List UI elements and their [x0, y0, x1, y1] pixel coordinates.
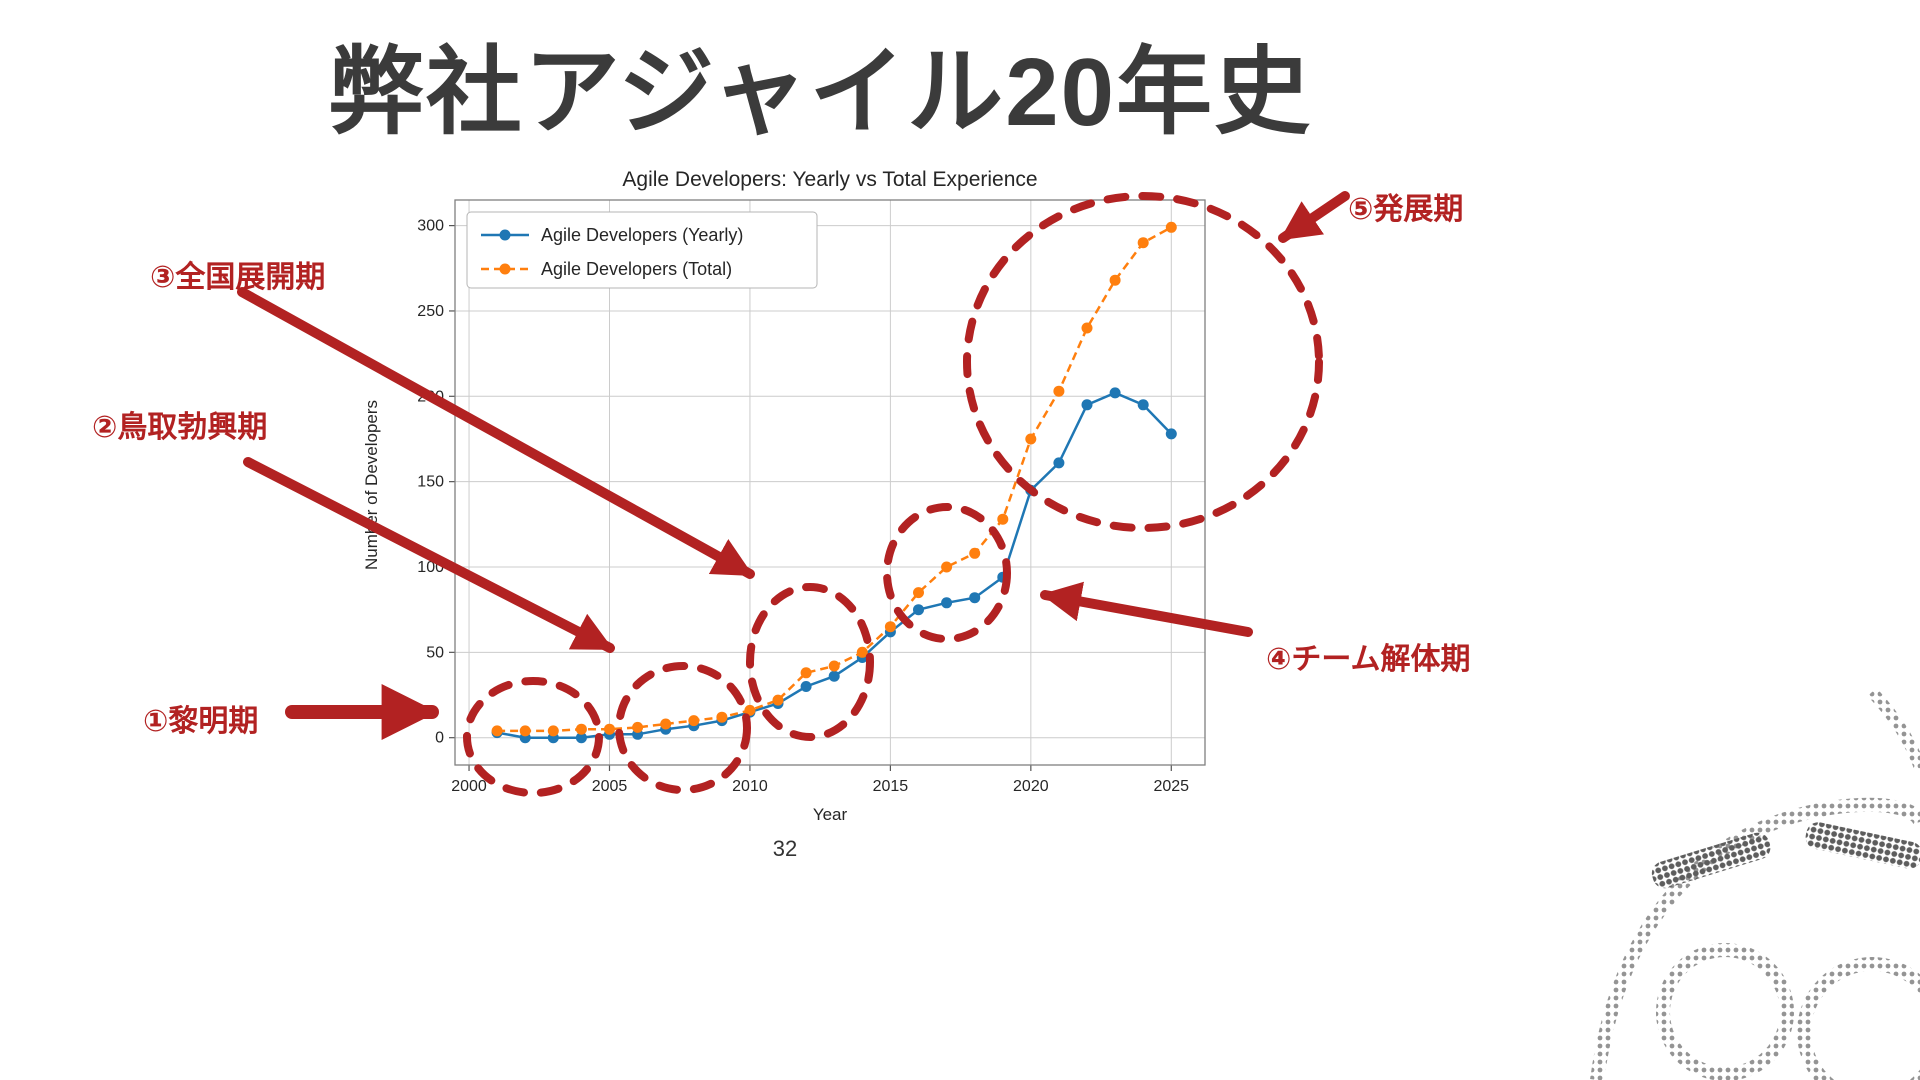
- svg-text:Agile Developers (Total): Agile Developers (Total): [541, 259, 732, 279]
- annotation-label-5: ⑤発展期: [1348, 193, 1464, 226]
- annotation-label-4: ④チーム解体期: [1266, 643, 1471, 676]
- annotation-label-1: ①黎明期: [143, 705, 259, 738]
- mascot-right-eye: [1797, 957, 1920, 1080]
- mascot-image: [1590, 690, 1920, 1080]
- svg-text:2015: 2015: [873, 778, 909, 795]
- mascot-left-eye: [1656, 943, 1794, 1080]
- svg-text:100: 100: [417, 559, 444, 576]
- chart: Agile Developers: Yearly vs Total Experi…: [360, 155, 1240, 840]
- svg-text:0: 0: [435, 730, 444, 747]
- page-number: 32: [772, 836, 798, 861]
- mascot-outline-tip: [1867, 690, 1920, 771]
- mascot-outline: [1590, 797, 1920, 1080]
- annotation-label-2: ②鳥取勃興期: [92, 411, 268, 444]
- svg-text:2010: 2010: [732, 778, 768, 795]
- svg-text:50: 50: [426, 644, 444, 661]
- y-axis-label: Number of Developers: [362, 400, 381, 570]
- x-axis-label: Year: [813, 805, 848, 824]
- line-chart: Agile Developers: Yearly vs Total Experi…: [362, 168, 1206, 824]
- chart-title: Agile Developers: Yearly vs Total Experi…: [622, 168, 1037, 191]
- svg-text:250: 250: [417, 303, 444, 320]
- plot-area: 2000 2005 2010 2015 2020 2025 0 50 100 150 200 250 3…: [417, 199, 1206, 795]
- page-title: 弊社アジャイル20年史: [327, 39, 1313, 146]
- annotation-arrow-5: [1278, 191, 1350, 243]
- svg-text:2020: 2020: [1013, 778, 1049, 795]
- annotation-label-3: ③全国展開期: [150, 261, 326, 294]
- svg-text:300: 300: [417, 218, 444, 235]
- mascot-left-eyebrow: [1651, 832, 1771, 889]
- svg-text:2025: 2025: [1153, 778, 1189, 795]
- svg-text:2000: 2000: [451, 778, 487, 795]
- svg-text:150: 150: [417, 474, 444, 491]
- svg-text:200: 200: [417, 388, 444, 405]
- mascot-right-eyebrow: [1805, 822, 1920, 869]
- svg-text:2005: 2005: [592, 778, 628, 795]
- svg-text:Agile Developers (Yearly): Agile Developers (Yearly): [541, 225, 743, 245]
